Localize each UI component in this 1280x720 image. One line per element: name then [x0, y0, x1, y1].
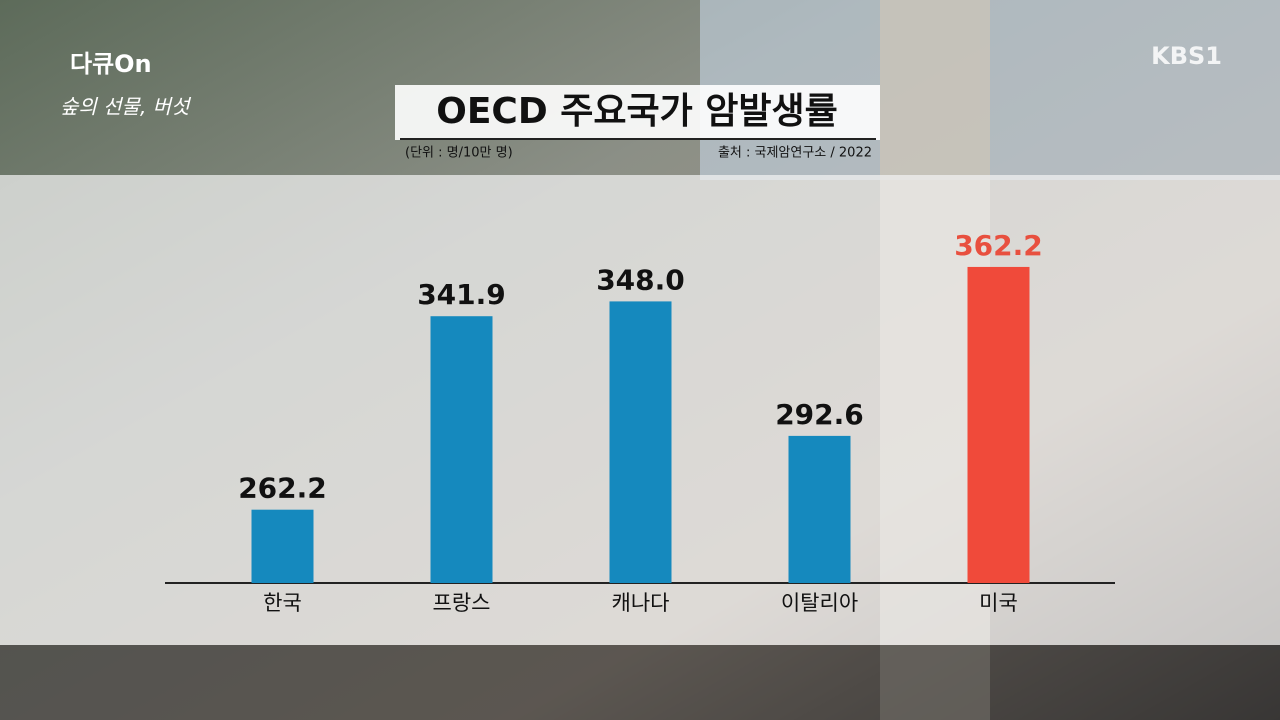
x-tick-label: 이탈리아 — [781, 591, 858, 615]
bar — [609, 301, 672, 583]
chart-title: OECD 주요국가 암발생률 — [436, 91, 838, 132]
bar — [430, 316, 493, 583]
channel-logo: KBS1 — [1151, 42, 1222, 70]
bar — [788, 435, 851, 583]
chart-source: 출처 : 국제암연구소 / 2022 — [718, 146, 872, 161]
bar — [251, 509, 314, 583]
value-label: 362.2 — [954, 229, 1043, 262]
value-label: 262.2 — [238, 472, 327, 505]
bar — [967, 266, 1030, 583]
bottom-band — [0, 645, 1280, 720]
x-tick-label: 한국 — [263, 591, 302, 615]
x-tick-label: 캐나다 — [612, 591, 670, 615]
program-logo: 다큐On — [70, 50, 152, 78]
chart-subtitle: (단위 : 명/10만 명) — [405, 146, 513, 161]
episode-logo: 숲의 선물, 버섯 — [60, 95, 192, 119]
title-box — [395, 85, 880, 140]
value-label: 348.0 — [596, 263, 685, 296]
value-label: 292.6 — [775, 398, 864, 431]
x-tick-label: 프랑스 — [433, 591, 491, 615]
value-label: 341.9 — [417, 278, 506, 311]
x-tick-label: 미국 — [979, 591, 1018, 615]
